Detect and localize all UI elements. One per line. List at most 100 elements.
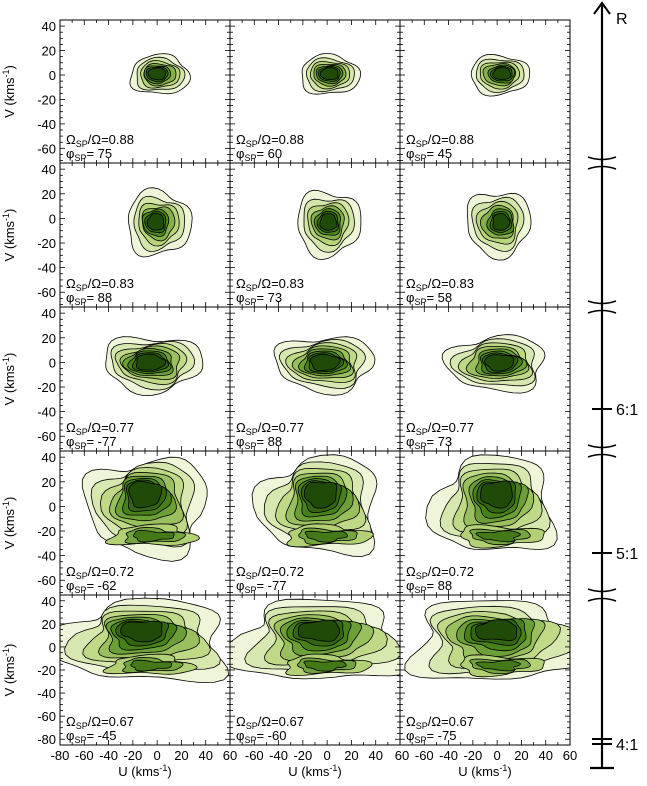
phi-sub: SP (414, 735, 426, 745)
phi-symbol: φ (66, 434, 74, 449)
y-tick-label: 0 (49, 640, 56, 655)
omega-value: 0.83 (279, 276, 304, 291)
omega-sub: SP (76, 139, 88, 149)
phi-sub: SP (244, 585, 256, 595)
phi-eq: = (256, 290, 267, 305)
x-tick-label: -40 (99, 748, 118, 763)
omega-value: 0.83 (449, 276, 474, 291)
phi-value: 88 (438, 578, 452, 593)
x-tick-label: -20 (463, 748, 482, 763)
omega-ratio-label: ΩSP/Ω=0.67 (66, 714, 134, 731)
phi-label: φSP= -45 (66, 728, 116, 745)
phi-value: 73 (438, 434, 452, 449)
phi-symbol: φ (406, 434, 414, 449)
contour-lobe-2 (130, 659, 173, 672)
omega-sub: SP (76, 283, 88, 293)
phi-sub: SP (244, 153, 256, 163)
phi-symbol: φ (236, 434, 244, 449)
phi-label: φSP= 75 (66, 146, 112, 163)
phi-eq: = (86, 728, 97, 743)
x-label-main: U (118, 764, 131, 779)
phi-symbol: φ (66, 728, 74, 743)
omega-value: 0.67 (109, 714, 134, 729)
y-tick-label: 40 (42, 594, 56, 609)
omega-mid: /Ω= (258, 714, 279, 729)
phi-value: 60 (268, 146, 282, 161)
omega-sub: SP (246, 571, 258, 581)
x-label-close: ) (167, 764, 171, 779)
x-label-close: ) (337, 764, 341, 779)
phi-label: φSP= -62 (66, 578, 116, 595)
contour-level-6 (319, 67, 339, 80)
omega-ratio-label: ΩSP/Ω=0.77 (66, 420, 134, 437)
contour-level-7 (484, 354, 515, 372)
resonance-bracket (587, 444, 617, 449)
y-tick-label: 0 (49, 211, 56, 226)
phi-label: φSP= 58 (406, 290, 452, 307)
contour-level-7 (128, 480, 163, 509)
y-label-close: ) (2, 497, 17, 501)
omega-value: 0.72 (449, 564, 474, 579)
x-tick-label: 20 (174, 748, 188, 763)
contour-level-6 (146, 212, 165, 231)
y-label-main: V (2, 249, 17, 261)
omega-symbol: Ω (236, 564, 246, 579)
phi-sub: SP (244, 297, 256, 307)
x-tick-label: 20 (344, 748, 358, 763)
phi-symbol: φ (66, 290, 74, 305)
contour-level-7 (297, 619, 341, 642)
y-axis-label: V (kms-1) (1, 353, 17, 406)
phi-symbol: φ (66, 146, 74, 161)
contour-group (470, 53, 531, 97)
phi-symbol: φ (236, 728, 244, 743)
y-tick-label: 20 (42, 331, 56, 346)
y-label-unit: (kms (2, 364, 17, 393)
contour-group (105, 336, 204, 396)
omega-symbol: Ω (406, 276, 416, 291)
omega-symbol: Ω (236, 420, 246, 435)
phi-eq: = (86, 290, 97, 305)
omega-symbol: Ω (66, 132, 76, 147)
omega-value: 0.72 (109, 564, 134, 579)
y-axis-label: V (kms-1) (1, 65, 17, 118)
y-tick-label: -40 (37, 117, 56, 132)
contour-group (425, 454, 558, 551)
phi-value: 88 (268, 434, 282, 449)
omega-ratio-label: ΩSP/Ω=0.83 (406, 276, 474, 293)
y-tick-label: -40 (37, 686, 56, 701)
omega-symbol: Ω (406, 564, 416, 579)
x-tick-label: 60 (563, 748, 577, 763)
phi-eq: = (426, 434, 437, 449)
y-label-exp: -1 (1, 501, 11, 509)
x-label-unit: (kms (131, 764, 160, 779)
phi-eq: = (256, 578, 267, 593)
phi-label: φSP= -75 (406, 728, 456, 745)
y-tick-label: -40 (37, 405, 56, 420)
omega-symbol: Ω (66, 276, 76, 291)
x-tick-label: 40 (198, 748, 212, 763)
omega-sub: SP (246, 139, 258, 149)
phi-sub: SP (414, 153, 426, 163)
contour-level-7 (480, 480, 513, 509)
omega-value: 0.88 (449, 132, 474, 147)
omega-mid: /Ω= (88, 132, 109, 147)
resonance-bracket (587, 165, 617, 170)
x-label-exp: -1 (329, 763, 337, 773)
phi-eq: = (86, 578, 97, 593)
contour-group (251, 454, 378, 557)
omega-value: 0.77 (279, 420, 304, 435)
y-tick-label: 40 (42, 306, 56, 321)
omega-value: 0.67 (449, 714, 474, 729)
x-label-unit: (kms (471, 764, 500, 779)
omega-sub: SP (246, 721, 258, 731)
y-tick-label: -60 (37, 429, 56, 444)
omega-ratio-label: ΩSP/Ω=0.67 (236, 714, 304, 731)
y-tick-label: 0 (49, 499, 56, 514)
phi-eq: = (86, 434, 97, 449)
omega-mid: /Ω= (258, 276, 279, 291)
phi-symbol: φ (406, 578, 414, 593)
